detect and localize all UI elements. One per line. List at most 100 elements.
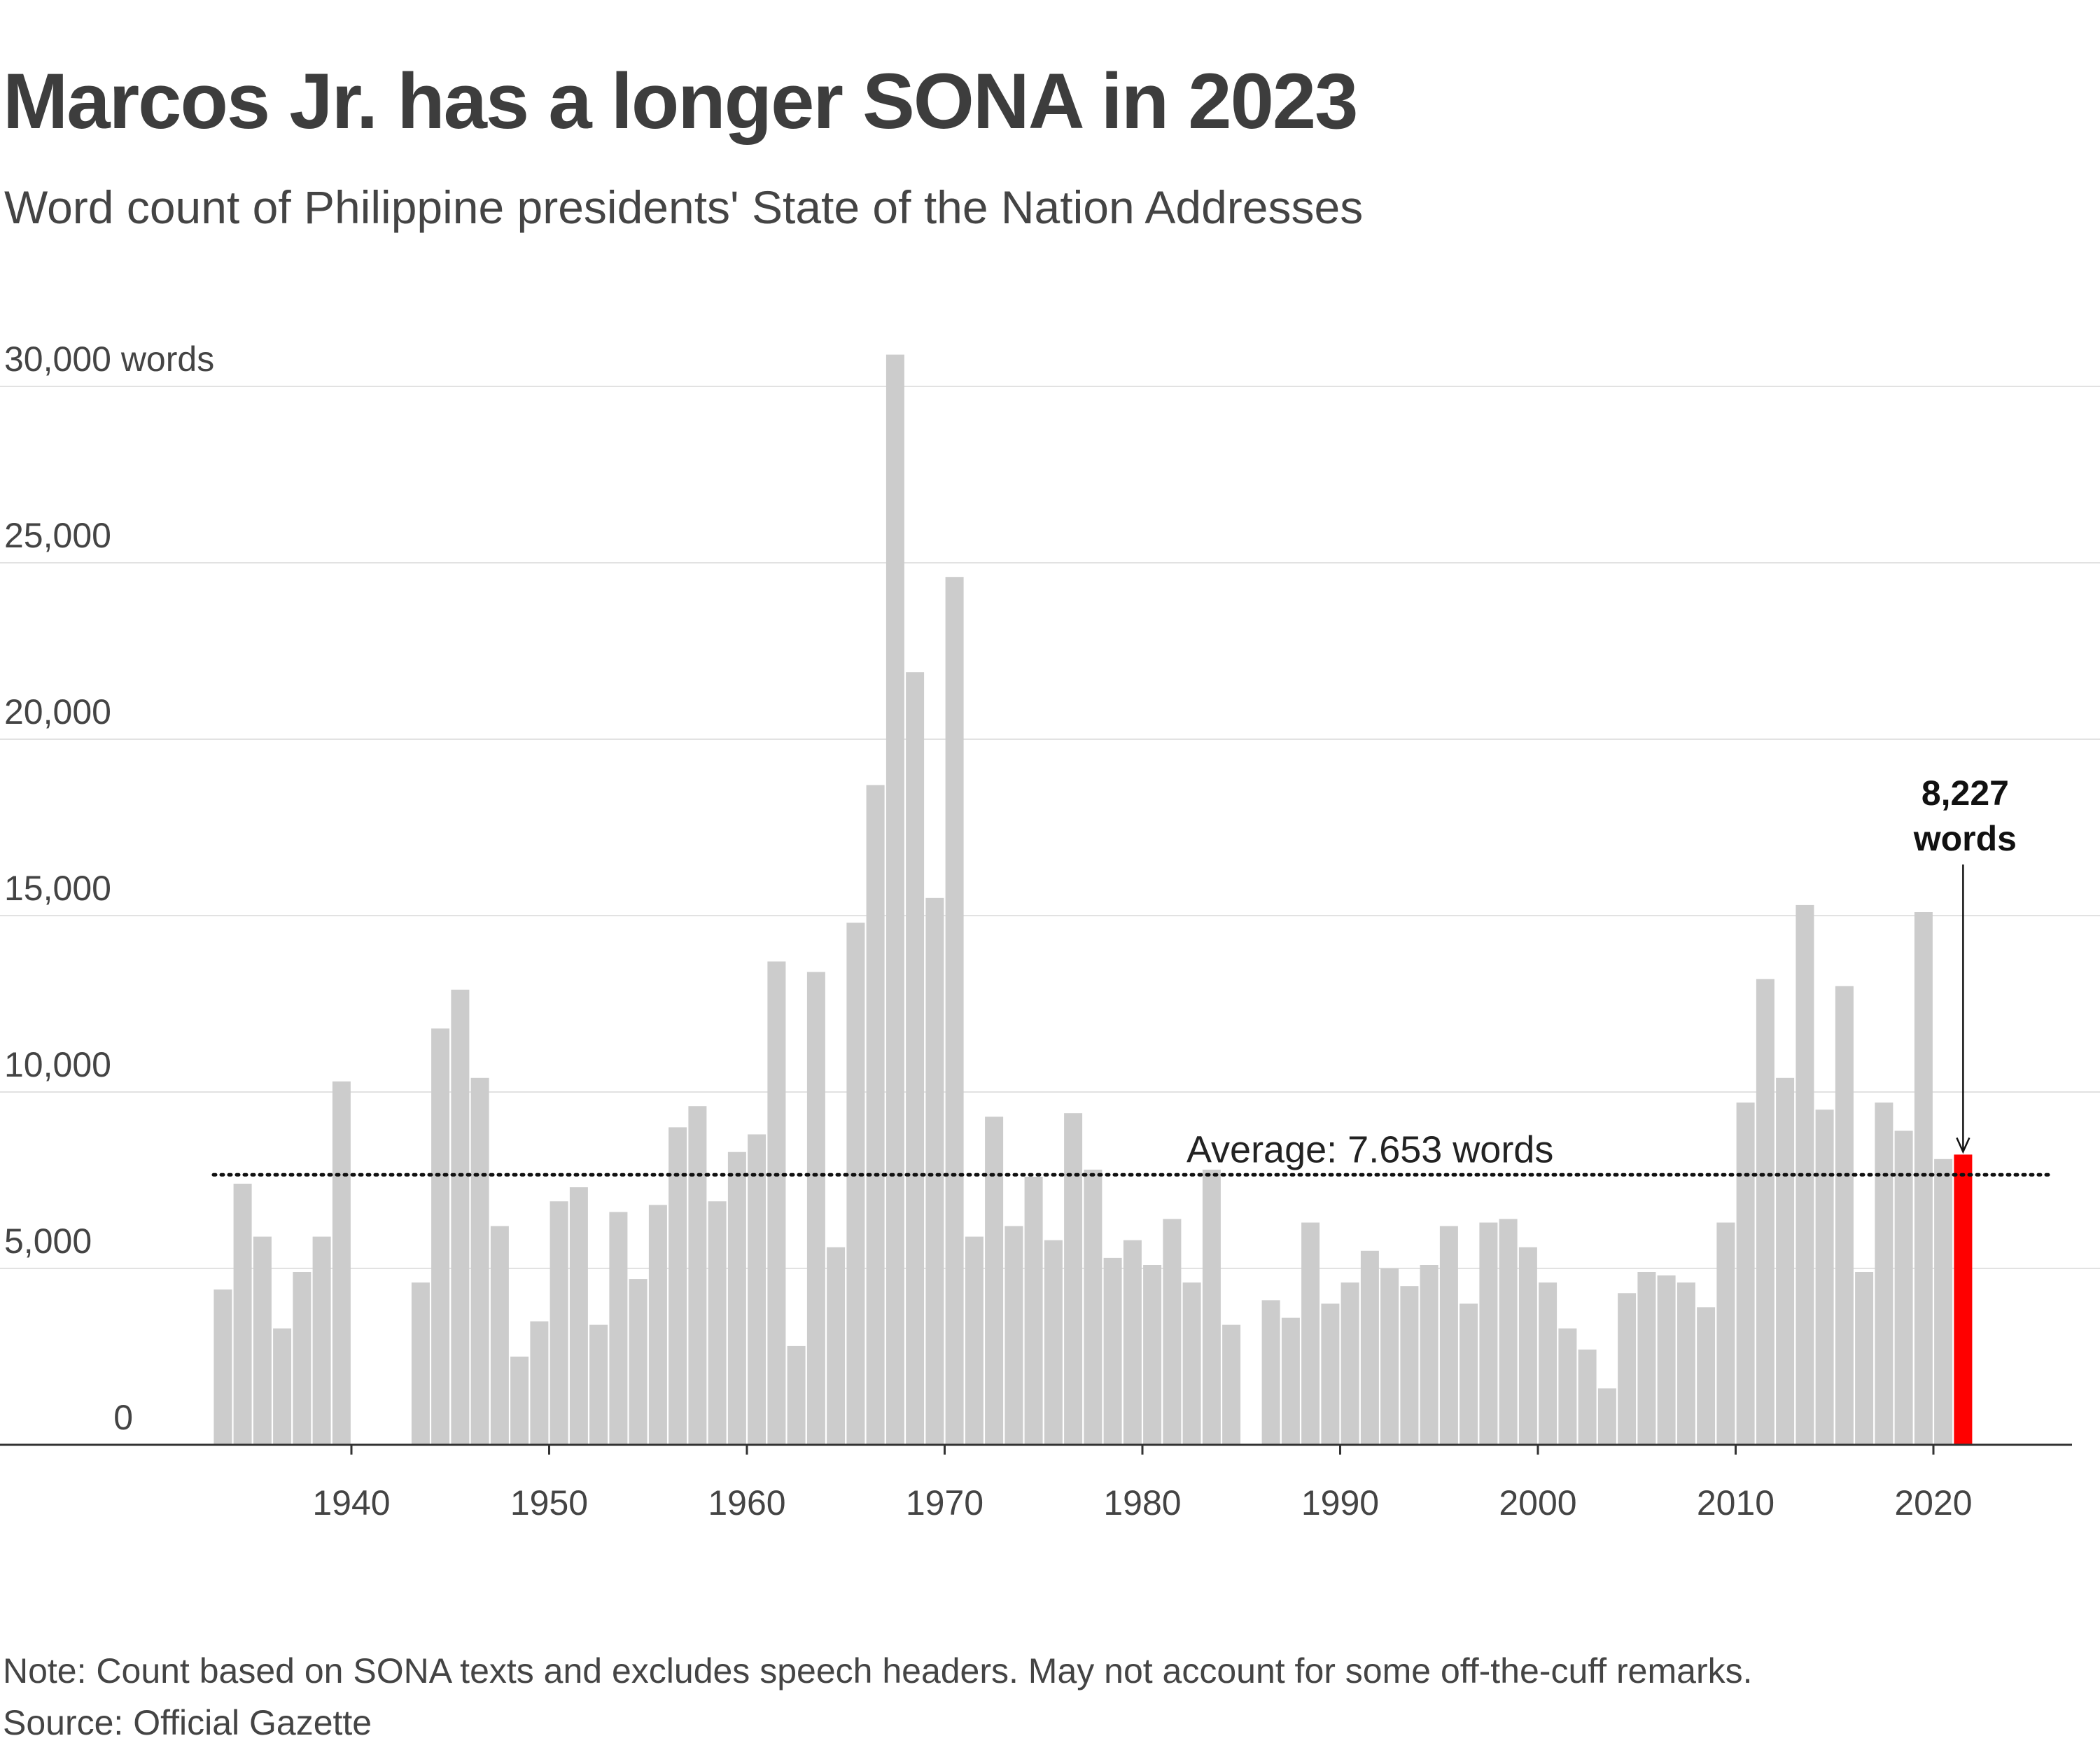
bar — [827, 1247, 846, 1445]
bar — [787, 1345, 806, 1445]
x-tick-label: 2000 — [1499, 1483, 1576, 1522]
bar — [253, 1236, 272, 1445]
bar — [1657, 1275, 1676, 1445]
bar — [1934, 1158, 1953, 1445]
bar — [550, 1201, 568, 1445]
bar — [1637, 1272, 1656, 1445]
bar — [1420, 1265, 1438, 1445]
bar — [233, 1184, 252, 1445]
bar — [1380, 1268, 1399, 1445]
bar — [1301, 1222, 1320, 1445]
bars — [214, 354, 1973, 1446]
x-axis-ticks: 1940 1950 1960 1970 1980 1990 2000 2010 2020 — [312, 1445, 1973, 1522]
bar — [1697, 1307, 1716, 1445]
bar — [1716, 1222, 1735, 1445]
bar — [1835, 986, 1854, 1445]
chart-note: Note: Count based on SONA texts and excl… — [3, 1651, 1753, 1690]
bar — [1618, 1293, 1637, 1445]
bar — [767, 961, 786, 1445]
bar — [1222, 1324, 1241, 1445]
bar — [1123, 1240, 1142, 1445]
bar — [431, 1028, 450, 1445]
bar — [688, 1106, 707, 1445]
bar — [1855, 1272, 1874, 1445]
bar — [1202, 1169, 1221, 1445]
bar — [609, 1212, 628, 1445]
bar — [1776, 1077, 1795, 1445]
bar — [1875, 1102, 1893, 1445]
bar — [1894, 1130, 1913, 1445]
bar — [1321, 1303, 1340, 1445]
bar — [332, 1081, 351, 1445]
bar — [569, 1187, 588, 1445]
bar — [925, 897, 944, 1445]
y-tick-label: 25,000 — [4, 516, 111, 555]
bar-chart: 0 5,000 10,000 15,000 20,000 25,000 30,000 wor… — [0, 340, 2100, 1522]
bar — [1460, 1303, 1478, 1445]
highlight-unit-label: words — [1913, 819, 2017, 858]
bar — [708, 1201, 727, 1445]
bar — [886, 354, 904, 1446]
bar — [1518, 1247, 1537, 1445]
bar — [1340, 1282, 1359, 1445]
x-tick-label: 2010 — [1697, 1483, 1774, 1522]
bar — [1756, 979, 1774, 1445]
bar — [945, 577, 964, 1446]
bar — [965, 1236, 983, 1445]
bar — [1539, 1282, 1558, 1445]
bar — [1360, 1250, 1379, 1445]
bar — [1736, 1102, 1755, 1445]
x-tick-label: 1940 — [312, 1483, 390, 1522]
bar — [1281, 1317, 1300, 1445]
bar — [589, 1324, 608, 1445]
y-tick-label: 30,000 words — [4, 340, 214, 379]
bar — [451, 989, 470, 1445]
bar — [1163, 1219, 1182, 1445]
bar — [1143, 1265, 1162, 1445]
bar — [629, 1279, 648, 1445]
highlight-bar — [1954, 1154, 1973, 1445]
chart-title: Marcos Jr. has a longer SONA in 2023 — [3, 57, 1358, 145]
bar — [1815, 1110, 1834, 1445]
bar — [1400, 1286, 1419, 1445]
bar — [1558, 1328, 1577, 1445]
bar — [1479, 1222, 1498, 1445]
bar — [411, 1282, 430, 1445]
bar — [1439, 1226, 1458, 1445]
y-tick-label: 0 — [113, 1398, 133, 1437]
bar — [530, 1321, 549, 1445]
x-tick-label: 1970 — [906, 1483, 983, 1522]
bar — [1676, 1282, 1695, 1445]
bar — [470, 1077, 489, 1445]
bar — [727, 1152, 746, 1445]
bar — [648, 1205, 667, 1445]
average-label: Average: 7.653 words — [1186, 1128, 1553, 1170]
y-tick-label: 10,000 — [4, 1045, 111, 1084]
bar — [1499, 1219, 1518, 1445]
x-tick-label: 1990 — [1301, 1483, 1379, 1522]
bar — [1597, 1388, 1616, 1445]
bar — [1024, 1177, 1043, 1445]
x-tick-label: 1980 — [1103, 1483, 1181, 1522]
bar — [1182, 1282, 1201, 1445]
bar — [214, 1289, 232, 1445]
bar — [1103, 1257, 1122, 1445]
bar — [510, 1357, 529, 1445]
bar — [1064, 1113, 1083, 1445]
highlight-arrowhead — [1956, 1137, 1970, 1154]
bar — [1914, 912, 1933, 1445]
bar — [668, 1127, 687, 1445]
highlight-value-label: 8,227 — [1921, 774, 2009, 813]
y-tick-label: 15,000 — [4, 869, 111, 908]
bar — [1004, 1226, 1023, 1445]
bar — [906, 672, 925, 1446]
x-tick-label: 2020 — [1894, 1483, 1972, 1522]
bar — [806, 972, 825, 1445]
bar — [846, 923, 865, 1445]
bar — [1044, 1240, 1063, 1445]
bar — [985, 1116, 1004, 1445]
bar — [1578, 1349, 1597, 1445]
chart-source: Source: Official Gazette — [3, 1703, 372, 1742]
bar — [312, 1236, 331, 1445]
x-tick-label: 1950 — [510, 1483, 588, 1522]
